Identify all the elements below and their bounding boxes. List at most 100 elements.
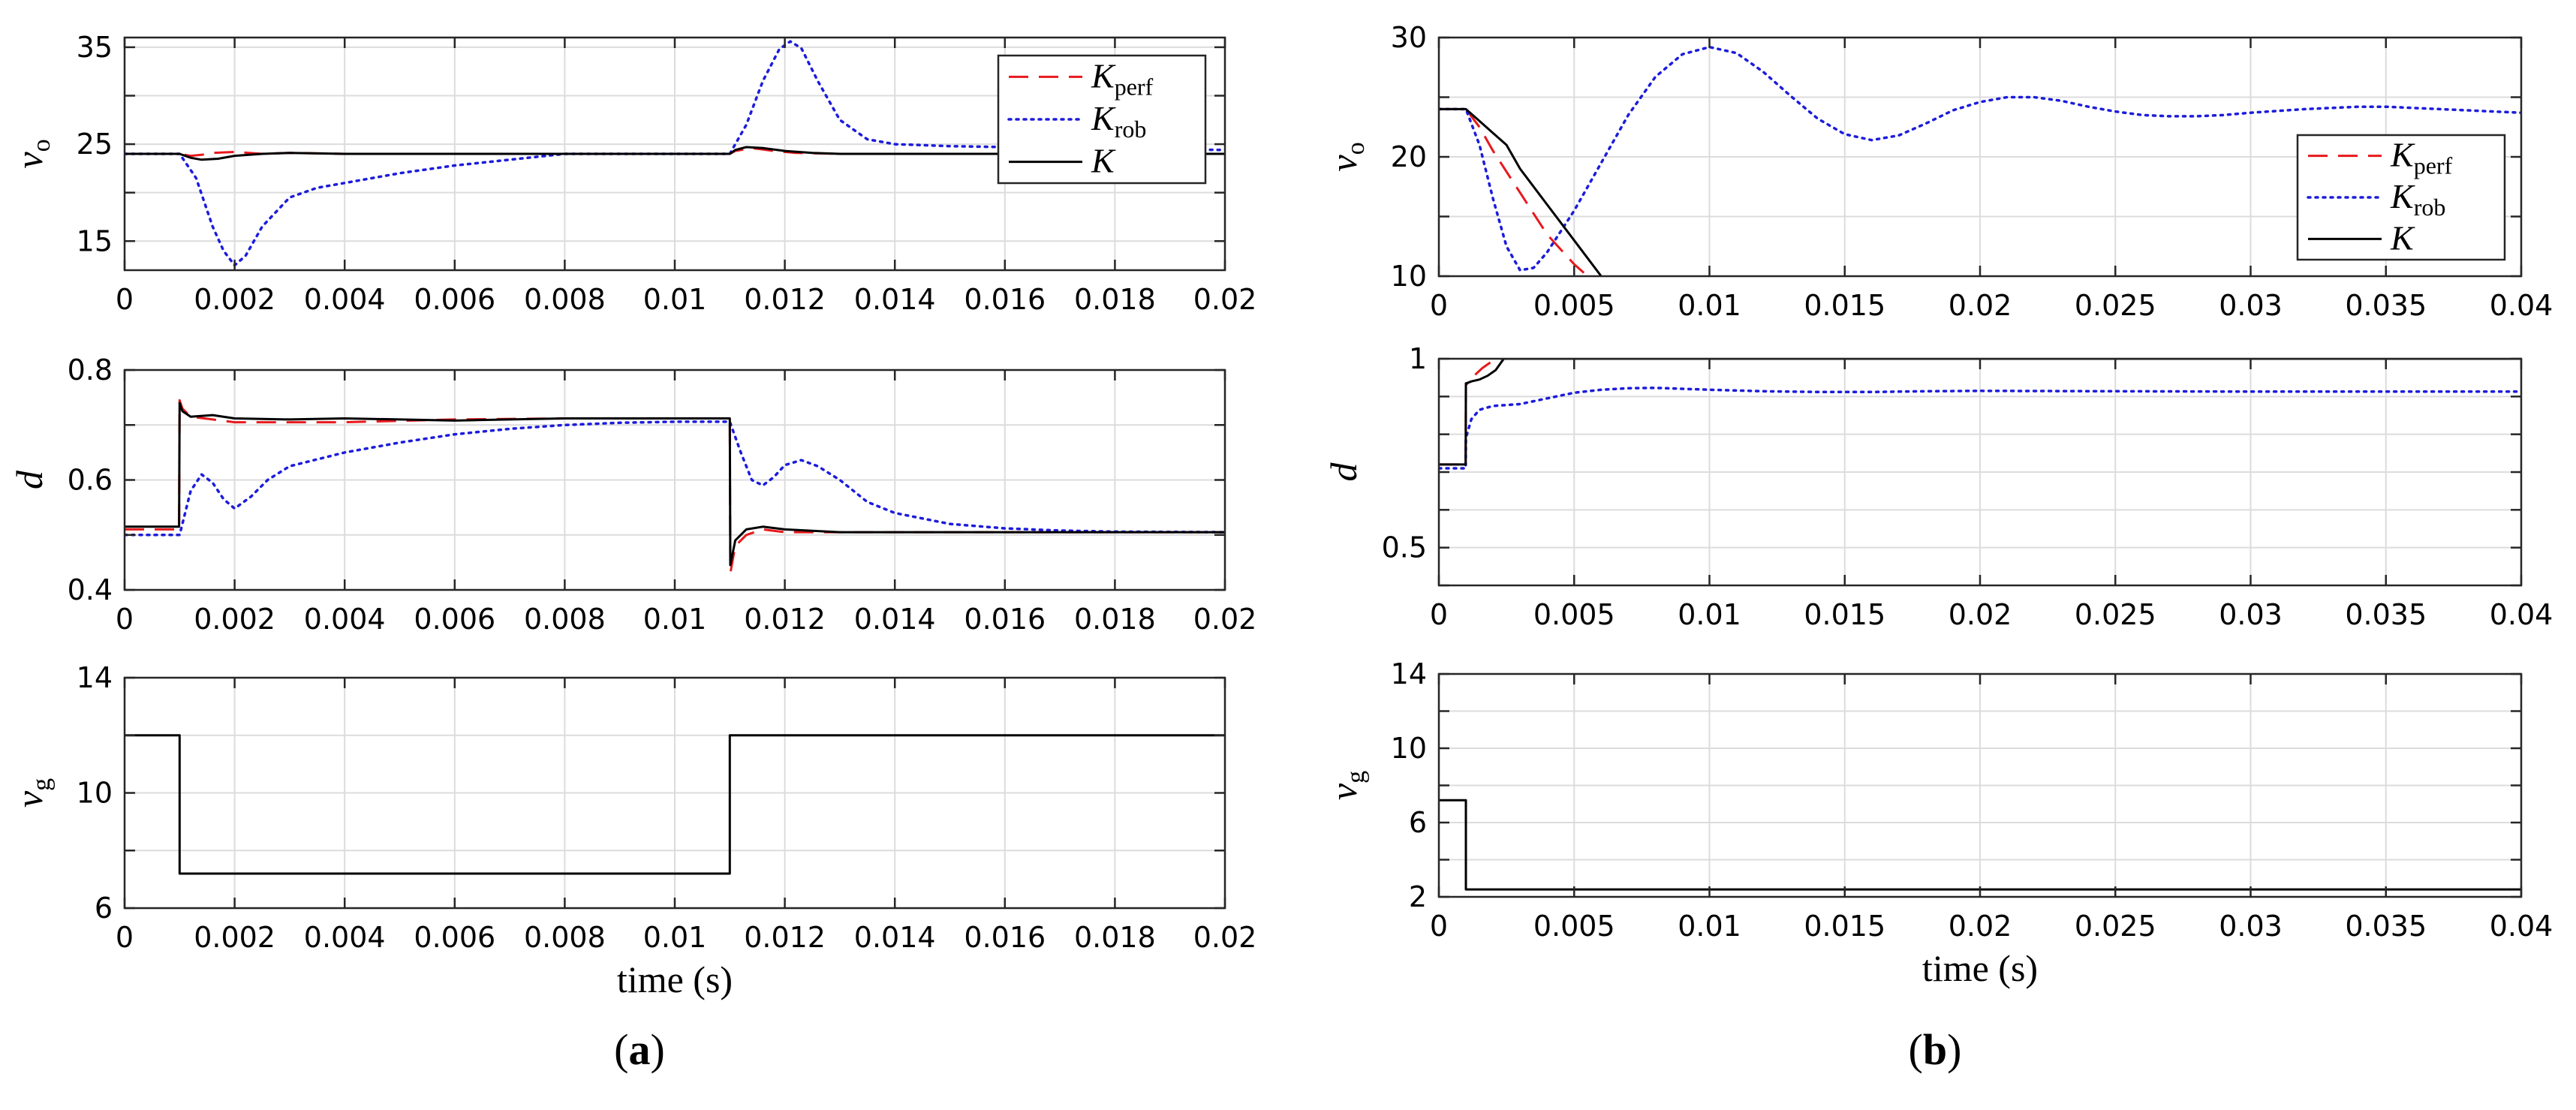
xtick-label: 0.025: [2075, 598, 2156, 631]
ytick-label: 14: [77, 661, 113, 694]
series-line-k: [125, 402, 1225, 567]
y-axis-label-main: v: [1323, 155, 1365, 172]
y-axis-label-main: v: [8, 152, 50, 169]
xtick-label: 0.012: [744, 603, 826, 636]
ytick-label: 2: [1409, 880, 1427, 913]
xtick-label: 0.004: [304, 921, 386, 954]
xtick-label: 0: [1430, 910, 1448, 943]
y-axis-label: vg: [8, 778, 56, 808]
ytick-label: 15: [77, 224, 113, 257]
panel-label-a-letter: a: [629, 1025, 651, 1074]
xtick-label: 0.01: [1678, 289, 1741, 322]
y-axis-label: vo: [8, 139, 56, 168]
xtick-label: 0.04: [2490, 289, 2553, 322]
ytick-label: 20: [1391, 140, 1427, 173]
ytick-label: 35: [77, 31, 113, 64]
panel-label-b-letter: b: [1923, 1025, 1947, 1074]
x-axis-label: time (s): [617, 958, 733, 1000]
series-line-v-g: [1439, 799, 2521, 891]
xtick-label: 0.02: [1193, 283, 1257, 316]
xtick-label: 0.005: [1533, 910, 1615, 943]
ytick-label: 10: [1391, 260, 1427, 293]
x-axis-label: time (s): [1922, 947, 2038, 989]
xtick-label: 0.015: [1804, 910, 1885, 943]
xtick-label: 0.012: [744, 283, 826, 316]
xtick-label: 0.02: [1193, 603, 1257, 636]
series-group: [125, 40, 1225, 267]
xtick-label: 0.005: [1533, 289, 1615, 322]
xtick-label: 0.03: [2219, 289, 2283, 322]
panel-label-a: (a): [614, 1025, 665, 1074]
xtick-label: 0.008: [524, 283, 606, 316]
xtick-label: 0.02: [1949, 910, 2012, 943]
series-group: [1439, 799, 2521, 891]
y-axis-label-sub: g: [28, 778, 56, 791]
ytick-label: 6: [95, 892, 113, 925]
subplot-a-vo: 0 0.002 0.004 0.006 0.008 0.01 0.012 0.014 0.016…: [8, 31, 1256, 316]
plots-layer: 0 0.002 0.004 0.006 0.008 0.01 0.012 0.014 0.016…: [8, 21, 2553, 1000]
panel-label-b-close: ): [1947, 1025, 1961, 1074]
xtick-label: 0.014: [854, 603, 936, 636]
series-line-k-rob: [1439, 45, 2521, 272]
xtick-label: 0.035: [2345, 910, 2427, 943]
xtick-label: 0.008: [524, 603, 606, 636]
xtick-label: 0.008: [524, 921, 606, 954]
legend-label: K: [2390, 218, 2415, 257]
legend-label: Krob: [2390, 177, 2445, 221]
subplot-a-d: 0 0.002 0.004 0.006 0.008 0.01 0.012 0.014 0.016…: [8, 353, 1256, 636]
y-axis-label-sub: o: [1342, 142, 1370, 155]
xtick-label: 0.016: [964, 283, 1046, 316]
ytick-label: 0.6: [68, 464, 113, 497]
panel-label-b: (b): [1909, 1025, 1962, 1074]
xtick-label: 0.018: [1074, 603, 1156, 636]
xtick-label: 0.02: [1193, 921, 1257, 954]
legend-label: Kperf: [1091, 56, 1154, 100]
xtick-label: 0: [116, 283, 134, 316]
xtick-label: 0.01: [1678, 598, 1741, 631]
series-group: [1439, 45, 2521, 276]
legend-label: Krob: [1091, 99, 1146, 143]
y-axis-label: d: [8, 470, 50, 489]
xtick-label: 0: [116, 603, 134, 636]
series-group: [125, 734, 1225, 875]
xtick-label: 0.035: [2345, 289, 2427, 322]
series-line-k-rob: [125, 420, 1225, 537]
ytick-label: 0.5: [1382, 531, 1427, 564]
xtick-label: 0.01: [1678, 910, 1741, 943]
xtick-label: 0.02: [1949, 289, 2012, 322]
xtick-label: 0.004: [304, 603, 386, 636]
xtick-label: 0: [116, 921, 134, 954]
xtick-label: 0.014: [854, 921, 936, 954]
xtick-label: 0.035: [2345, 598, 2427, 631]
subplot-b-d: 0 0.005 0.01 0.015 0.02 0.025 0.03 0.035 0.04 0.5…: [1323, 342, 2553, 631]
ytick-label: 14: [1391, 657, 1427, 690]
xtick-label: 0.03: [2219, 910, 2283, 943]
ytick-label: 0.8: [68, 353, 113, 387]
xtick-label: 0.006: [414, 603, 495, 636]
ytick-label: 6: [1409, 806, 1427, 839]
y-axis-label-main: v: [1323, 783, 1365, 800]
series-group: [1439, 359, 2521, 470]
xtick-label: 0.006: [414, 921, 495, 954]
xtick-label: 0.02: [1949, 598, 2012, 631]
xtick-label: 0.01: [643, 283, 707, 316]
xtick-label: 0.01: [643, 921, 707, 954]
subplot-b-vo: 0 0.005 0.01 0.015 0.02 0.025 0.03 0.035 0.04 10 2…: [1323, 21, 2553, 322]
xtick-label: 0.002: [194, 921, 275, 954]
y-axis-label-sub: o: [28, 139, 56, 152]
series-line-k: [1439, 359, 2521, 466]
ytick-label: 10: [77, 777, 113, 810]
ytick-label: 0.4: [68, 573, 113, 606]
y-axis-label-main: d: [1323, 462, 1365, 482]
ytick-label: 30: [1391, 21, 1427, 54]
legend-label: K: [1091, 142, 1116, 180]
panel-label-a-open: (: [614, 1025, 628, 1074]
xtick-label: 0.015: [1804, 598, 1885, 631]
panel-label-a-close: ): [651, 1025, 665, 1074]
y-axis-label: vo: [1323, 142, 1370, 171]
panel-label-b-open: (: [1909, 1025, 1923, 1074]
ytick-label: 10: [1391, 732, 1427, 765]
